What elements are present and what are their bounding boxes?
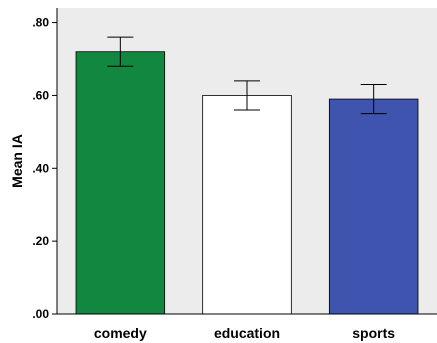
bar-sports xyxy=(328,98,419,315)
bar-education xyxy=(202,95,292,315)
error-bars xyxy=(107,36,387,115)
y-tick-label: .80 xyxy=(32,16,49,30)
bar-comedy xyxy=(75,51,166,315)
x-tick-label-comedy: comedy xyxy=(94,325,147,341)
x-tick-label-sports: sports xyxy=(352,325,395,341)
y-axis-title: Mean IA xyxy=(9,134,25,188)
y-axis-ticks: .00 .20 .40 .60 .80 xyxy=(32,16,57,321)
bars xyxy=(75,51,419,315)
y-tick-label: .60 xyxy=(32,88,49,102)
x-tick-label-education: education xyxy=(214,325,280,341)
y-tick-label: .00 xyxy=(32,307,49,321)
y-tick-label: .20 xyxy=(32,234,49,248)
x-axis-labels: comedy education sports xyxy=(94,325,395,341)
y-tick-label: .40 xyxy=(32,161,49,175)
